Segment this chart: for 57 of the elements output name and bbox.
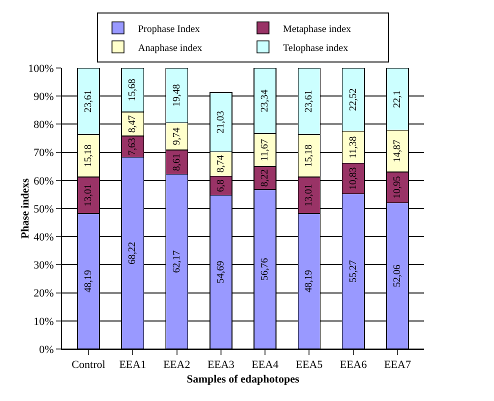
y-tick-label: 20% — [34, 288, 54, 300]
x-tick-label: EEA5 — [296, 359, 324, 372]
data-label: 21,03 — [215, 110, 226, 134]
x-axis-title: Samples of edaphotopes — [186, 373, 300, 386]
data-label: 54,69 — [215, 260, 226, 284]
y-tick-label: 90% — [34, 90, 54, 103]
data-label: 14,87 — [392, 140, 404, 162]
y-axis-title: Phase indexs — [20, 178, 32, 239]
y-tick-label: 10% — [34, 316, 54, 328]
legend-label: Telophase index — [283, 42, 348, 54]
y-tick-label: 80% — [34, 119, 54, 132]
data-label: 15,18 — [82, 144, 94, 167]
data-label: 62,17 — [171, 250, 182, 273]
y-tick-label: 50% — [34, 203, 54, 216]
data-label: 8,22 — [260, 169, 271, 187]
data-label: 56,76 — [260, 258, 271, 280]
y-tick-label: 60% — [34, 175, 54, 188]
y-tick-label: 0% — [39, 344, 54, 356]
y-tick-label: 100% — [28, 62, 54, 75]
legend-label: Prophase Index — [138, 24, 200, 35]
data-label: 13,01 — [304, 184, 315, 207]
y-tick-label: 70% — [34, 147, 54, 160]
data-label: 15,68 — [127, 78, 138, 102]
data-label: 10,83 — [348, 167, 359, 190]
data-label: 6,8 — [215, 180, 226, 192]
data-label: 13,01 — [82, 184, 94, 207]
data-label: 8,47 — [127, 115, 138, 133]
y-tick-label: 40% — [34, 231, 54, 244]
x-tick-label: EEA4 — [252, 359, 280, 372]
x-tick-label: EEA7 — [384, 359, 412, 372]
legend-label: Metaphase index — [283, 24, 352, 35]
data-label: 48,19 — [82, 270, 94, 293]
data-label: 23,61 — [304, 90, 315, 112]
data-label: 48,19 — [304, 270, 315, 293]
data-label: 19,48 — [171, 84, 182, 107]
x-tick-label: EEA1 — [119, 359, 146, 372]
legend-label: Anaphase index — [138, 42, 202, 54]
x-tick-label: EEA2 — [163, 359, 190, 372]
data-label: 23,34 — [260, 90, 271, 112]
data-label: 11,38 — [348, 136, 359, 158]
data-label: 22,1 — [392, 90, 404, 108]
x-tick-label: EEA6 — [340, 359, 368, 372]
data-label: 22,52 — [348, 88, 359, 111]
data-label: 8,74 — [215, 155, 226, 173]
data-label: 23,61 — [82, 90, 94, 112]
data-label: 68,22 — [127, 242, 138, 264]
data-label: 8,61 — [171, 153, 182, 171]
data-label: 10,95 — [392, 176, 404, 199]
data-label: 11,67 — [260, 138, 271, 162]
y-tick-label: 30% — [34, 260, 54, 272]
data-label: 9,74 — [171, 128, 182, 146]
data-label: 55,27 — [348, 260, 359, 283]
data-label: 15,18 — [304, 144, 315, 167]
data-label: 52,06 — [392, 264, 404, 288]
data-label: 7,63 — [127, 138, 138, 156]
x-tick-label: EEA3 — [207, 359, 235, 372]
x-tick-label: Control — [72, 359, 106, 372]
